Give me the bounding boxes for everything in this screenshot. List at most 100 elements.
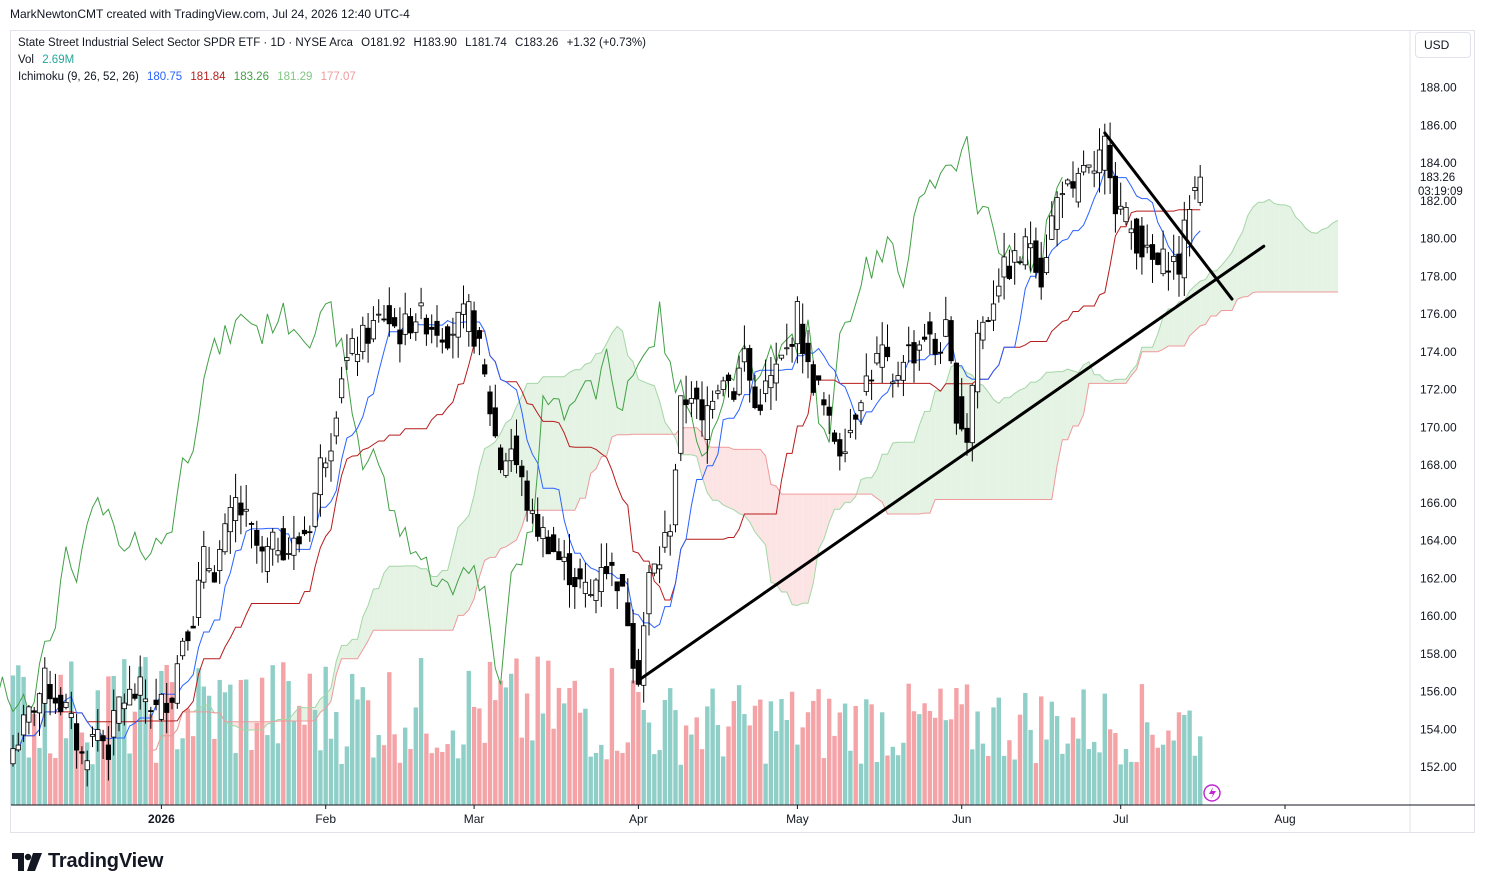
candle[interactable]	[922, 323, 928, 342]
candle[interactable]	[238, 485, 244, 535]
candle[interactable]	[206, 546, 212, 573]
candle[interactable]	[248, 521, 255, 549]
candle[interactable]	[1176, 235, 1182, 297]
candle[interactable]	[879, 322, 885, 383]
candle[interactable]	[561, 540, 567, 581]
candle[interactable]	[731, 387, 737, 402]
candle[interactable]	[1049, 201, 1055, 241]
candle[interactable]	[296, 532, 302, 553]
candle[interactable]	[529, 498, 536, 524]
candle[interactable]	[349, 328, 355, 356]
candle[interactable]	[10, 734, 16, 767]
candle[interactable]	[1165, 252, 1171, 291]
candle[interactable]	[376, 299, 382, 323]
candle[interactable]	[450, 317, 456, 359]
candle[interactable]	[551, 526, 557, 553]
candle[interactable]	[625, 578, 631, 627]
candle[interactable]	[307, 525, 313, 542]
candle[interactable]	[672, 463, 679, 533]
candle[interactable]	[1192, 176, 1198, 200]
candle[interactable]	[646, 565, 652, 636]
candle[interactable]	[1070, 161, 1076, 198]
candle[interactable]	[26, 704, 32, 735]
candle[interactable]	[317, 444, 324, 517]
candle[interactable]	[487, 385, 493, 427]
candle[interactable]	[704, 386, 710, 464]
candle[interactable]	[688, 381, 695, 417]
candle[interactable]	[413, 313, 419, 341]
candle[interactable]	[545, 530, 551, 555]
candle[interactable]	[195, 562, 202, 626]
candle[interactable]	[1160, 230, 1166, 277]
candle[interactable]	[402, 292, 408, 346]
candle[interactable]	[444, 324, 451, 351]
candle[interactable]	[386, 287, 392, 337]
candle[interactable]	[784, 323, 790, 356]
candle[interactable]	[291, 515, 297, 570]
candle[interactable]	[1075, 167, 1081, 208]
candle[interactable]	[142, 679, 149, 724]
candle[interactable]	[1123, 202, 1129, 226]
candle[interactable]	[328, 433, 334, 482]
trendline[interactable]	[1103, 131, 1234, 301]
candle[interactable]	[439, 328, 445, 354]
candle[interactable]	[95, 709, 101, 752]
candle[interactable]	[164, 682, 170, 734]
candle[interactable]	[174, 655, 180, 709]
candle[interactable]	[312, 492, 318, 528]
candle[interactable]	[1096, 128, 1103, 193]
candle[interactable]	[869, 369, 875, 400]
candle[interactable]	[853, 412, 859, 440]
candle[interactable]	[524, 470, 530, 522]
candle[interactable]	[752, 375, 758, 410]
candle[interactable]	[259, 536, 265, 573]
candle[interactable]	[47, 670, 53, 716]
candle[interactable]	[301, 516, 308, 536]
candle[interactable]	[768, 357, 774, 410]
candle[interactable]	[1017, 256, 1023, 265]
event-marker-icon[interactable]	[1203, 784, 1221, 802]
candle[interactable]	[773, 342, 779, 401]
candle[interactable]	[100, 729, 106, 759]
candle[interactable]	[1149, 234, 1156, 283]
candle[interactable]	[466, 294, 472, 347]
symbol-title[interactable]: State Street Industrial Select Sector SP…	[18, 37, 353, 49]
candle[interactable]	[678, 395, 684, 462]
candle[interactable]	[900, 355, 907, 397]
candle[interactable]	[153, 678, 159, 711]
candle[interactable]	[831, 429, 838, 445]
candle[interactable]	[805, 330, 811, 379]
candle[interactable]	[381, 305, 387, 323]
tradingview-logo[interactable]: TradingView	[12, 850, 163, 873]
candle[interactable]	[354, 336, 361, 377]
candle[interactable]	[651, 563, 657, 577]
candle[interactable]	[148, 706, 154, 729]
candle[interactable]	[179, 637, 186, 660]
candle[interactable]	[137, 655, 143, 710]
candle[interactable]	[916, 340, 922, 371]
candle[interactable]	[217, 540, 223, 584]
candle[interactable]	[243, 485, 249, 527]
candle[interactable]	[1065, 178, 1071, 187]
candle[interactable]	[657, 546, 663, 584]
candle[interactable]	[826, 394, 832, 435]
candle[interactable]	[964, 413, 970, 456]
candle[interactable]	[747, 344, 753, 403]
candle[interactable]	[948, 316, 954, 364]
candle[interactable]	[116, 696, 122, 732]
candle[interactable]	[1006, 249, 1013, 281]
candle[interactable]	[338, 366, 345, 404]
candle[interactable]	[699, 381, 705, 437]
candle[interactable]	[84, 750, 90, 787]
candle[interactable]	[423, 314, 430, 346]
candle[interactable]	[816, 375, 822, 386]
candle[interactable]	[863, 353, 869, 396]
candle[interactable]	[741, 325, 748, 372]
candle[interactable]	[1054, 191, 1060, 247]
candle[interactable]	[1081, 150, 1087, 176]
candle[interactable]	[471, 301, 477, 354]
candle[interactable]	[582, 562, 589, 608]
candle[interactable]	[996, 268, 1002, 303]
candle[interactable]	[31, 706, 37, 727]
